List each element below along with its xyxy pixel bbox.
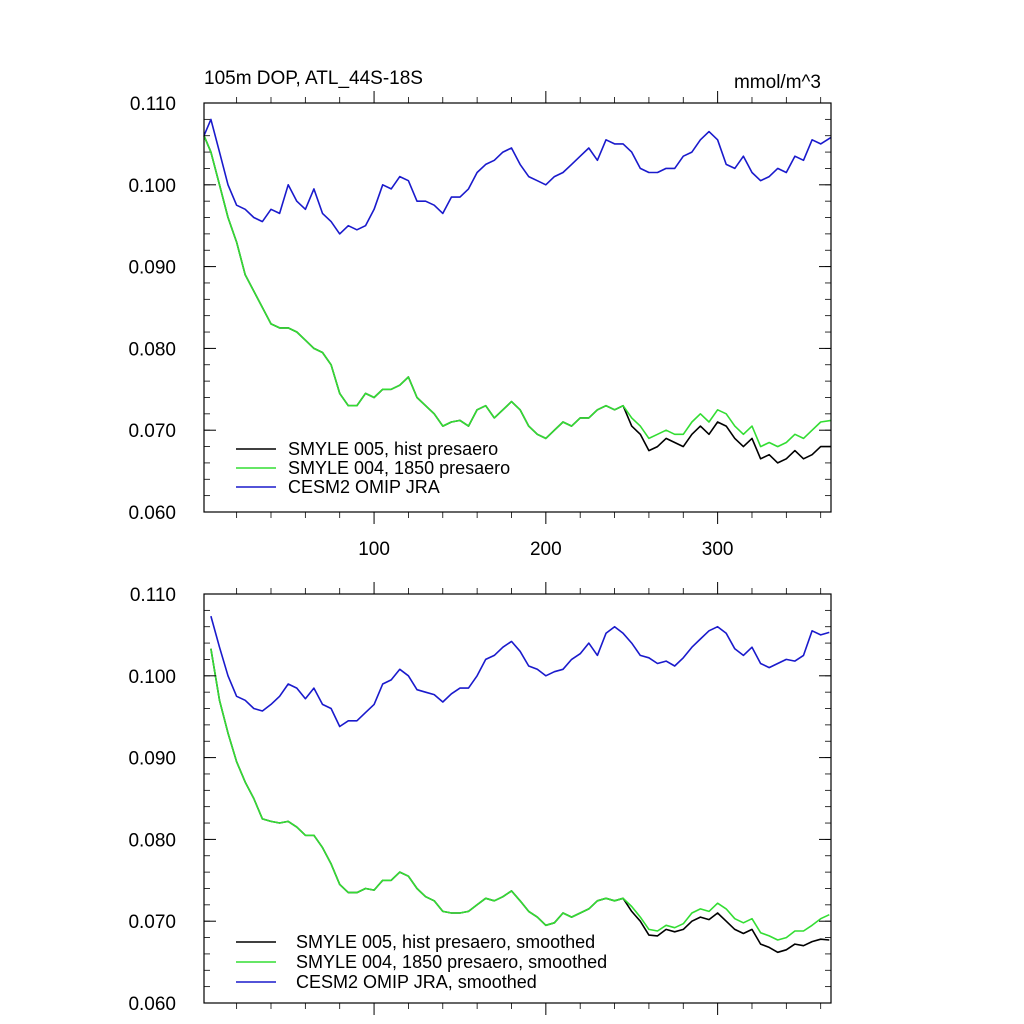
y-tick-label: 0.070 <box>128 421 176 442</box>
y-tick-label: 0.110 <box>130 585 176 606</box>
plot-frame <box>203 593 832 1004</box>
legend-label: CESM2 OMIP JRA <box>288 477 440 497</box>
legend-label: SMYLE 004, 1850 presaero, smoothed <box>296 952 607 972</box>
y-tick-label: 0.100 <box>128 176 176 197</box>
legend-label: SMYLE 004, 1850 presaero <box>288 458 510 478</box>
y-tick-label: 0.110 <box>130 94 176 115</box>
series-line-3 <box>203 118 832 235</box>
x-tick-label: 100 <box>358 539 390 560</box>
y-tick-label: 0.060 <box>128 503 176 524</box>
y-tick-label: 0.060 <box>128 994 176 1015</box>
y-tick-label: 0.090 <box>128 749 176 770</box>
legend-label: SMYLE 005, hist presaero, smoothed <box>296 932 595 952</box>
series-line-2 <box>203 135 832 448</box>
series-line-1 <box>210 648 830 954</box>
series-line-2 <box>210 648 830 941</box>
bottom-panel: 0.060 0.070 0.080 0.090 0.100 0.110 SMYLE 005,… <box>128 582 832 1015</box>
legend-label: SMYLE 005, hist presaero <box>288 439 498 459</box>
plot-frame <box>203 102 832 513</box>
x-tick-label: 200 <box>530 539 562 560</box>
legend-label: CESM2 OMIP JRA, smoothed <box>296 972 537 992</box>
y-tick-label: 0.070 <box>128 912 176 933</box>
series-line-3 <box>210 615 830 728</box>
series-line-1 <box>203 135 831 464</box>
top-panel: 0.060 0.070 0.080 0.090 0.100 0.110 100 200 300 1… <box>128 68 832 560</box>
units-label: mmol/m^3 <box>734 72 821 93</box>
x-tick-label: 300 <box>702 539 734 560</box>
y-tick-label: 0.080 <box>128 339 176 360</box>
y-tick-label: 0.100 <box>128 667 176 688</box>
chart-title: 105m DOP, ATL_44S-18S <box>204 68 423 89</box>
y-tick-label: 0.080 <box>128 830 176 851</box>
y-tick-label: 0.090 <box>128 258 176 279</box>
